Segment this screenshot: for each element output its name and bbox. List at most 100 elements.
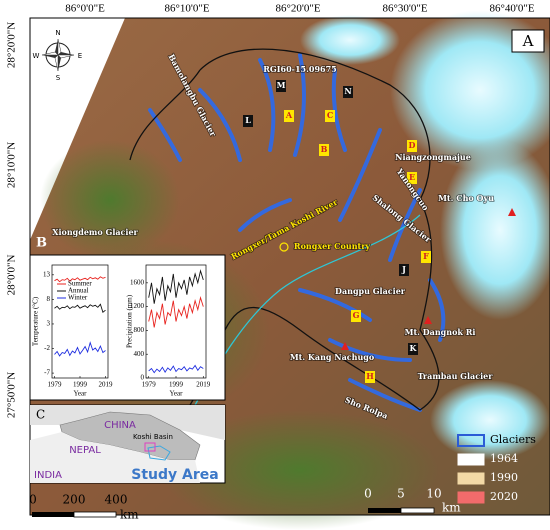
- lat-label: 28°10'0"N: [6, 142, 18, 188]
- legend-label: 1990: [490, 471, 518, 484]
- series-line: [148, 269, 204, 304]
- x-tick-label: 1979: [142, 381, 157, 389]
- legend-swatch: [457, 453, 485, 466]
- y-tick-label: 13: [43, 270, 51, 278]
- inset-label: B: [36, 236, 47, 251]
- inset-c-label: Koshi Basin: [133, 433, 173, 441]
- place-label: Trambau Glacier: [418, 371, 494, 381]
- compass-letter: S: [56, 74, 61, 82]
- y-axis-label: Temperature (°C): [32, 296, 40, 346]
- y-tick-label: 8: [47, 295, 51, 303]
- lat-label: 28°20'0"N: [6, 22, 18, 68]
- inset-c-label: NEPAL: [69, 445, 101, 456]
- x-tick-label: 1999: [73, 381, 88, 389]
- series-line: [148, 364, 204, 374]
- site-label: G: [353, 310, 360, 320]
- place-label: Mt. Kang Nachugo: [290, 352, 375, 362]
- y-tick-label: 800: [134, 326, 145, 334]
- lat-label: 27°50'0"N: [6, 372, 18, 418]
- legend-swatch: [457, 434, 485, 447]
- y-tick-label: 1200: [130, 302, 145, 310]
- site-box: [343, 86, 353, 98]
- place-label: Rongxer Country: [294, 241, 371, 251]
- site-label: N: [344, 86, 351, 96]
- site-box: [325, 110, 335, 122]
- site-box: [407, 172, 417, 184]
- scale-bar-a: [368, 507, 435, 514]
- legend-label: Annual: [68, 287, 89, 295]
- inset-c: C CHINA NEPAL INDIA Koshi Basin Study Area: [29, 404, 226, 484]
- lon-label: 86°40'0"E: [489, 3, 534, 15]
- site-label: L: [245, 115, 251, 125]
- legend-label: 1964: [490, 452, 518, 465]
- site-box: [399, 264, 409, 276]
- place-label: Mt. Cho Oyu: [438, 193, 494, 203]
- x-axis-label: Year: [170, 390, 184, 398]
- scale-label: 10: [426, 487, 441, 501]
- x-tick-label: 1979: [48, 381, 63, 389]
- y-tick-label: -7: [44, 369, 50, 377]
- site-label: E: [409, 172, 415, 182]
- panel-label-box: [511, 29, 545, 53]
- site-box: [365, 371, 375, 383]
- legend-label: Glaciers: [490, 433, 536, 446]
- scale-label: 0: [364, 487, 372, 501]
- series-line: [54, 276, 106, 283]
- y-tick-label: 400: [134, 350, 145, 358]
- scale-unit: km: [442, 501, 461, 515]
- place-label: Mt. Dangnok Ri: [405, 327, 476, 337]
- series-line: [148, 295, 204, 328]
- series-line: [54, 303, 106, 313]
- site-box: [276, 80, 286, 92]
- site-box: [407, 140, 417, 152]
- site-label: J: [401, 264, 406, 274]
- x-tick-label: 1999: [169, 381, 184, 389]
- panel-label: A: [522, 32, 534, 50]
- legend-label: 2020: [490, 490, 518, 503]
- lat-label: 28°0'0"N: [6, 255, 18, 296]
- lon-label: 86°10'0"E: [164, 3, 209, 15]
- site-label: M: [277, 80, 286, 90]
- site-box: [243, 115, 253, 127]
- place-label: Dangpu Glacier: [335, 286, 406, 296]
- lon-label: 86°30'0"E: [382, 3, 427, 15]
- site-box: [351, 310, 361, 322]
- x-tick-label: 2019: [196, 381, 211, 389]
- inset-c-scale-label: 400: [105, 493, 128, 507]
- y-tick-label: -2: [44, 344, 50, 352]
- site-box: [408, 343, 418, 355]
- inset-c-scale-label: 0: [29, 493, 37, 507]
- glacier-id: RGI60-15.09675: [263, 64, 336, 74]
- inset-c-label: INDIA: [34, 470, 62, 481]
- place-label: Xiongdemo Glacier: [52, 227, 138, 237]
- x-axis-label: Year: [74, 390, 88, 398]
- y-tick-label: 0: [141, 374, 145, 382]
- x-tick-label: 2019: [98, 381, 113, 389]
- lon-label: 86°0'0"E: [65, 3, 105, 15]
- scale-label: 5: [397, 487, 405, 501]
- y-tick-label: 1600: [130, 278, 145, 286]
- site-label: F: [423, 251, 429, 261]
- inset-b: -7 -2 3 8 13 1979 1999 2019 Year Temperature (°C)…: [29, 254, 226, 401]
- scale-bar-c: [32, 511, 117, 518]
- legend-swatch: [457, 491, 485, 504]
- county-symbol: [279, 242, 289, 252]
- series-line: [54, 341, 106, 357]
- y-axis-label: Precipitation (mm): [126, 294, 134, 348]
- site-label: D: [409, 140, 416, 150]
- site-label: B: [321, 144, 328, 154]
- site-box: [284, 110, 294, 122]
- compass-letter: N: [55, 29, 60, 37]
- site-label: K: [410, 343, 418, 353]
- site-label: H: [366, 371, 374, 381]
- legend-swatch: [457, 472, 485, 485]
- inset-c-scale-unit: km: [120, 508, 139, 522]
- site-label: C: [327, 110, 333, 120]
- compass-letter: E: [78, 52, 82, 60]
- legend-label: Winter: [68, 294, 88, 302]
- inset-c-label: CHINA: [104, 420, 136, 431]
- legend-label: Summer: [68, 280, 92, 288]
- site-box: [319, 144, 329, 156]
- inset-label: C: [36, 408, 45, 422]
